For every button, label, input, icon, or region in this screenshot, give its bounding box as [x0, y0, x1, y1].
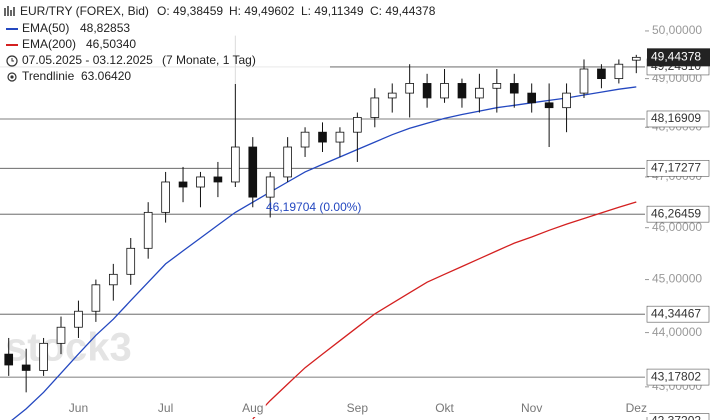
ohlc-low: L: 49,11349 [301, 4, 364, 18]
ohlc-open: O: 49,38459 [157, 4, 223, 18]
candle-body [353, 117, 362, 133]
level-label-bg [646, 305, 710, 323]
candle-body [91, 284, 101, 312]
x-label-bg [344, 401, 371, 417]
x-tick-label: Jul [158, 401, 173, 415]
candle-body [265, 176, 275, 198]
x-tick-label: Sep [347, 401, 369, 415]
annotation: 46,19704 (0.00%) [266, 200, 361, 214]
x-tick-label: Dez [626, 401, 647, 415]
x-label-bg [65, 401, 92, 417]
trendline-name: Trendlinie [22, 69, 75, 83]
candle-body [143, 211, 153, 249]
level-label-bg [646, 159, 710, 177]
candle-body [475, 87, 484, 99]
legend-label[interactable]: EMA(50) [22, 21, 69, 35]
x-label-bg [623, 401, 650, 417]
level-label: 48,16909 [651, 111, 701, 125]
candle-body [196, 176, 205, 188]
candle-body [562, 92, 571, 109]
x-label-bg [239, 401, 266, 417]
y-tick-label: 46,00000 [652, 220, 702, 234]
ohlc-high: H: 49,49602 [229, 4, 295, 18]
candle-body [509, 83, 519, 94]
x-label-bg [518, 401, 545, 417]
ohlc-close: C: 49,44378 [370, 4, 436, 18]
candle-body [457, 83, 467, 99]
trendline-value: 63.06420 [81, 69, 131, 83]
candle-body [4, 353, 14, 366]
candle-body [527, 92, 537, 104]
x-tick-label: Nov [521, 401, 542, 415]
y-tick-label: 45,00000 [652, 272, 702, 286]
candle-body [108, 273, 118, 286]
chart-title: EUR/TRY (FOREX, Bid) [20, 4, 149, 18]
x-label-bg [431, 401, 458, 417]
candle-body [614, 63, 624, 80]
last-price-bg [647, 48, 710, 67]
level-label-bg [646, 413, 710, 420]
y-tick-label: 44,00000 [652, 325, 702, 339]
level-label: 47,17277 [651, 160, 701, 174]
candle-body [492, 83, 502, 89]
candle-body [597, 68, 606, 80]
candle-body [248, 146, 258, 198]
x-tick-label: Jun [69, 401, 88, 415]
legend-value: 48,82853 [80, 21, 130, 35]
x-label-bg [152, 401, 179, 417]
level-label-bg [646, 368, 710, 386]
candle-body [387, 92, 397, 99]
candle-body [283, 146, 292, 178]
level-label-bg [646, 205, 710, 223]
level-label: 43,17802 [651, 369, 701, 383]
period: 07.05.2025 - 03.12.2025 [22, 53, 153, 67]
legend-label[interactable]: EMA(200) [22, 37, 76, 51]
candle-body [21, 364, 31, 371]
candle-body [213, 176, 223, 183]
candle-body [178, 181, 188, 188]
clock-icon [6, 55, 18, 67]
level-label: 42,37202 [651, 414, 701, 420]
y-tick-label: 50,00000 [652, 23, 702, 37]
level-label: 46,26459 [651, 206, 701, 220]
plot-area: stock3 46,19704 (0.00%) [0, 35, 645, 420]
x-tick-label: Aug [242, 401, 263, 415]
legend-bg [0, 2, 330, 84]
candle-body [56, 326, 66, 344]
candle-body [161, 181, 170, 213]
candle-body [335, 131, 345, 143]
legend-value: 46,50340 [86, 37, 136, 51]
candle-body [126, 247, 136, 275]
candle-body [405, 83, 414, 94]
watermark: stock3 [5, 326, 132, 370]
candle-body [440, 83, 449, 99]
ema-line [252, 201, 637, 420]
candle-body [231, 146, 240, 183]
x-tick-label: Okt [435, 401, 454, 415]
level-label: 44,34467 [651, 306, 701, 320]
candle-body [370, 97, 380, 118]
period-note: (7 Monate, 1 Tag) [162, 53, 256, 67]
trendline-icon [7, 72, 17, 82]
legend: EUR/TRY (FOREX, Bid) O: 49,38459 H: 49,4… [0, 2, 436, 84]
candle-body [74, 310, 83, 328]
candle-body [631, 56, 641, 61]
candle-body [544, 102, 554, 109]
last-price-label: 49,44378 [651, 50, 701, 64]
candle-body [579, 68, 589, 94]
level-label-bg [646, 110, 710, 128]
candle-body [39, 342, 48, 371]
candle-body [318, 131, 327, 143]
price-axis: 50,0000049,0000048,0000047,0000046,00000… [645, 23, 710, 420]
chart-icon [4, 6, 15, 16]
trendline-icon-dot [10, 75, 14, 79]
clock-hands [11, 58, 14, 62]
candle-body [422, 83, 432, 99]
candle-body [300, 131, 310, 148]
